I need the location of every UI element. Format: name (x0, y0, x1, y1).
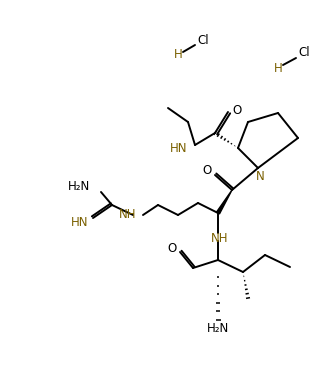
Text: H: H (174, 48, 182, 62)
Text: Cl: Cl (197, 33, 209, 47)
Text: HN: HN (71, 217, 88, 229)
Text: O: O (232, 104, 242, 116)
Text: HN: HN (169, 142, 187, 154)
Text: NH: NH (118, 208, 136, 222)
Text: N: N (256, 170, 264, 182)
Text: H₂N: H₂N (207, 322, 229, 336)
Text: O: O (202, 165, 212, 177)
Text: H: H (274, 62, 282, 74)
Text: NH: NH (211, 232, 229, 246)
Text: Cl: Cl (298, 47, 309, 59)
Text: O: O (167, 241, 177, 255)
Text: H₂N: H₂N (68, 180, 90, 194)
Polygon shape (216, 190, 232, 214)
